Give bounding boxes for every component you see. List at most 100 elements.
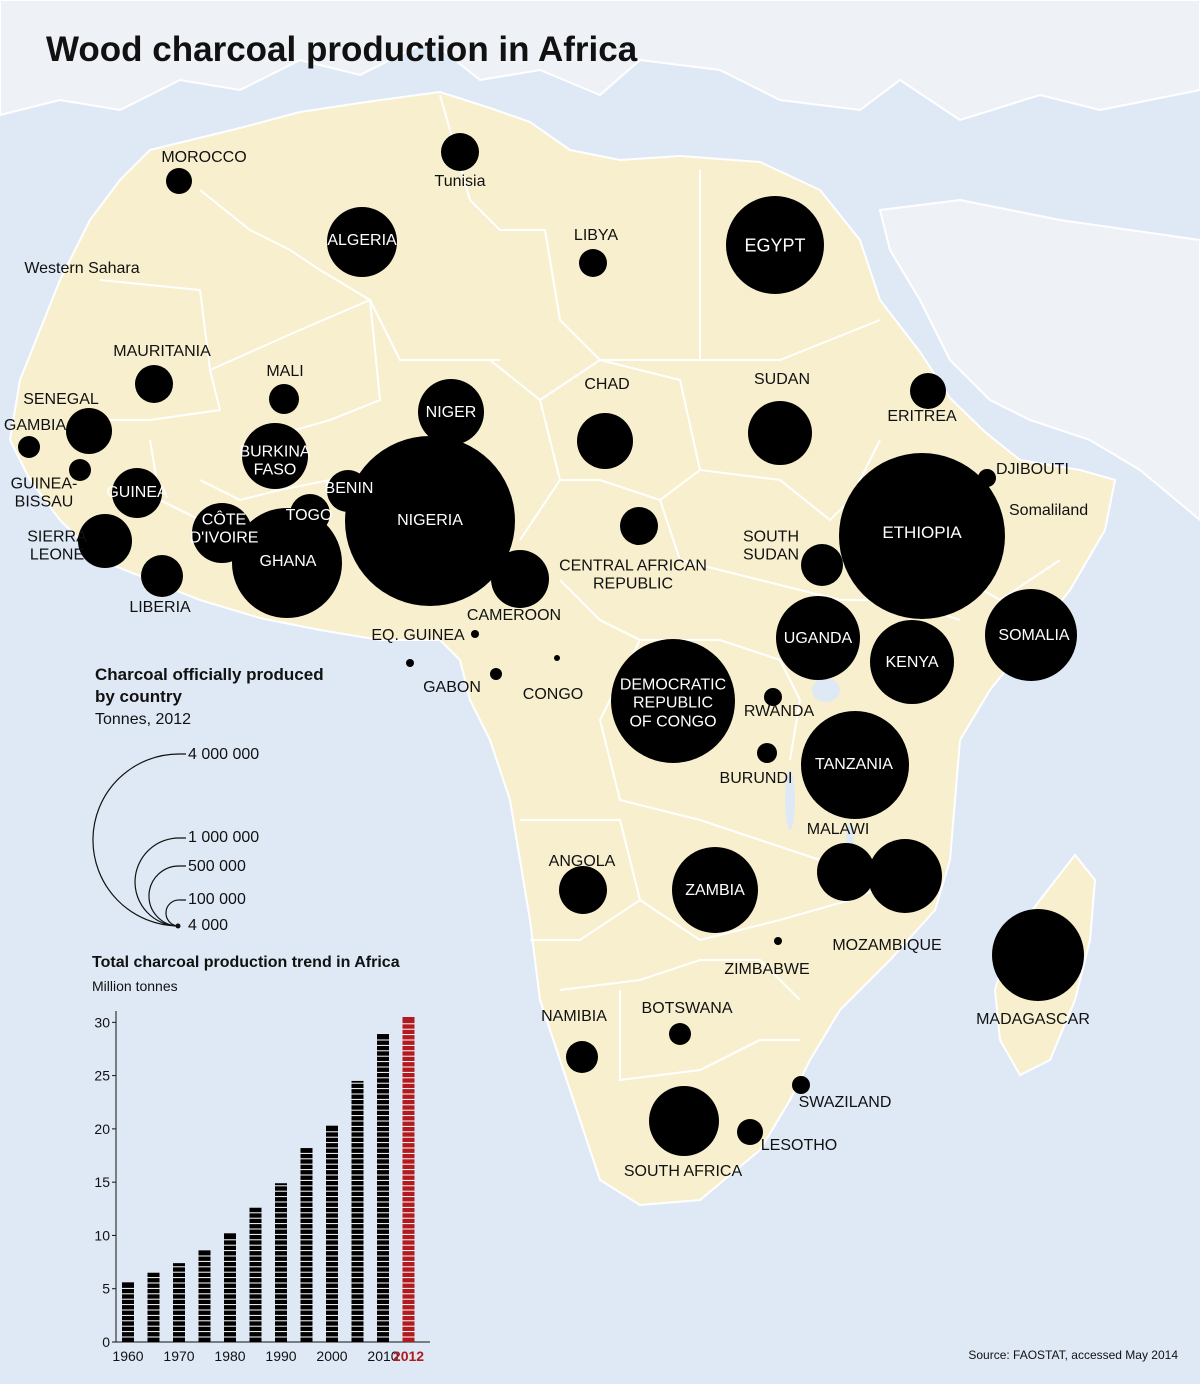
label-mauritania: MAURITANIA bbox=[113, 342, 211, 360]
label-central-african-republic: CENTRAL AFRICAN REPUBLIC bbox=[559, 557, 707, 593]
bubble-south-africa bbox=[649, 1086, 719, 1156]
country-bubbles bbox=[18, 133, 1084, 1156]
bubble-gambia bbox=[18, 436, 40, 458]
bubble-somalia bbox=[985, 589, 1077, 681]
trend-title: Total charcoal production trend in Afric… bbox=[92, 954, 400, 971]
bar-1960 bbox=[122, 1282, 134, 1342]
bubble-libya bbox=[579, 249, 607, 277]
lake-tanganyika bbox=[785, 770, 795, 830]
label-ethiopia: ETHIOPIA bbox=[882, 523, 962, 543]
label-togo: TOGO bbox=[285, 506, 333, 524]
x-tick-label: 2012 bbox=[393, 1348, 424, 1364]
bubble-eritrea bbox=[910, 373, 946, 409]
y-tick-label: 0 bbox=[102, 1334, 110, 1350]
bubble-burkina-faso bbox=[242, 423, 308, 489]
label-nigeria: NIGERIA bbox=[397, 511, 463, 529]
label-sudan: SUDAN bbox=[753, 370, 811, 388]
bubble-mauritania bbox=[135, 365, 173, 403]
label-somaliland: Somaliland bbox=[1009, 501, 1089, 519]
label-ghana: GHANA bbox=[259, 552, 317, 570]
x-tick-label: 1970 bbox=[163, 1348, 194, 1364]
bubble-drc bbox=[611, 639, 735, 763]
x-tick-label: 1990 bbox=[265, 1348, 296, 1364]
y-tick-label: 25 bbox=[94, 1068, 110, 1084]
bubble-senegal bbox=[66, 408, 112, 454]
label-somalia: SOMALIA bbox=[998, 626, 1070, 644]
legend-value-100000: 100 000 bbox=[188, 891, 246, 908]
bubble-gabon bbox=[406, 659, 414, 667]
label-mali: MALI bbox=[266, 362, 304, 380]
bubble-liberia bbox=[141, 555, 183, 597]
bubble-eq-guinea bbox=[471, 630, 479, 638]
bubble-zambia bbox=[672, 847, 758, 933]
label-guinea-bissau: GUINEA- BISSAU bbox=[10, 475, 78, 511]
bubble-algeria bbox=[327, 207, 397, 277]
label-liberia: LIBERIA bbox=[129, 598, 191, 616]
label-tanzania: TANZANIA bbox=[815, 755, 893, 773]
bubble-namibia bbox=[566, 1041, 598, 1073]
label-gambia: GAMBIA bbox=[3, 416, 67, 434]
label-sierra-leone: SIERRA LEONE bbox=[27, 528, 87, 564]
bubble-tunisia bbox=[441, 133, 479, 171]
bubble-angola bbox=[559, 866, 607, 914]
label-gabon: GABON bbox=[423, 678, 481, 696]
bubble-south-sudan bbox=[801, 544, 843, 586]
label-south-africa: SOUTH AFRICA bbox=[623, 1162, 743, 1180]
legend-title: Charcoal officially produced by country bbox=[95, 665, 324, 707]
size-legend-arcs bbox=[92, 753, 186, 929]
bubble-congo-dot bbox=[554, 655, 560, 661]
label-burkina-faso: BURKINA FASO bbox=[239, 443, 311, 479]
label-benin: BENIN bbox=[324, 479, 374, 497]
label-libya: LIBYA bbox=[573, 226, 619, 244]
bar-1980 bbox=[224, 1233, 236, 1342]
y-tick-label: 30 bbox=[94, 1014, 110, 1030]
label-morocco: MOROCCO bbox=[161, 148, 247, 166]
label-eritrea: ERITREA bbox=[887, 407, 957, 425]
bubble-nigeria bbox=[345, 436, 515, 606]
legend-unit: Tonnes, 2012 bbox=[95, 711, 192, 728]
bar-1990 bbox=[275, 1183, 287, 1342]
bar-2010 bbox=[377, 1034, 389, 1342]
bubble-ethiopia bbox=[839, 453, 1005, 619]
x-tick-label: 1960 bbox=[112, 1348, 143, 1364]
bubble-mozambique bbox=[868, 839, 942, 913]
label-lesotho: LESOTHO bbox=[760, 1136, 838, 1154]
label-namibia: NAMIBIA bbox=[541, 1007, 607, 1025]
source-note: Source: FAOSTAT, accessed May 2014 bbox=[968, 1348, 1178, 1362]
label-angola: ANGOLA bbox=[548, 852, 616, 870]
bubble-tanzania bbox=[801, 711, 909, 819]
label-egypt: EGYPT bbox=[744, 235, 806, 256]
x-tick-label: 2000 bbox=[316, 1348, 347, 1364]
label-zimbabwe: ZIMBABWE bbox=[724, 960, 810, 978]
bar-2005 bbox=[351, 1080, 364, 1342]
label-tunisia: Tunisia bbox=[434, 172, 486, 190]
label-guinea: GUINEA bbox=[106, 483, 168, 501]
label-congo: CONGO bbox=[522, 685, 584, 703]
bar-1985 bbox=[249, 1207, 262, 1342]
label-south-sudan: SOUTH SUDAN bbox=[742, 528, 800, 564]
legend-value-4000000: 4 000 000 bbox=[188, 746, 260, 763]
bubble-botswana bbox=[669, 1023, 691, 1045]
bar-1965 bbox=[147, 1272, 160, 1342]
bubble-lesotho bbox=[737, 1119, 763, 1145]
label-zambia: ZAMBIA bbox=[685, 881, 745, 899]
bubble-swaziland bbox=[792, 1076, 810, 1094]
bar-1975 bbox=[198, 1250, 211, 1342]
bubble-uganda bbox=[776, 596, 860, 680]
label-chad: CHAD bbox=[584, 375, 630, 393]
bubble-madagascar bbox=[992, 909, 1084, 1001]
bubble-rwanda bbox=[764, 688, 782, 706]
bubble-egypt bbox=[726, 196, 824, 294]
y-tick-label: 20 bbox=[94, 1121, 110, 1137]
arabia-landmass bbox=[878, 198, 1200, 522]
bubble-sudan bbox=[748, 401, 812, 465]
lake-victoria bbox=[812, 678, 840, 702]
bubble-togo bbox=[290, 494, 330, 534]
label-madagascar: MADAGASCAR bbox=[976, 1010, 1090, 1028]
label-cote-divoire: CÔTE D'IVOIRE bbox=[189, 511, 259, 547]
label-botswana: BOTSWANA bbox=[641, 999, 733, 1017]
bubble-kenya bbox=[870, 620, 954, 704]
trend-unit: Million tonnes bbox=[92, 978, 178, 994]
